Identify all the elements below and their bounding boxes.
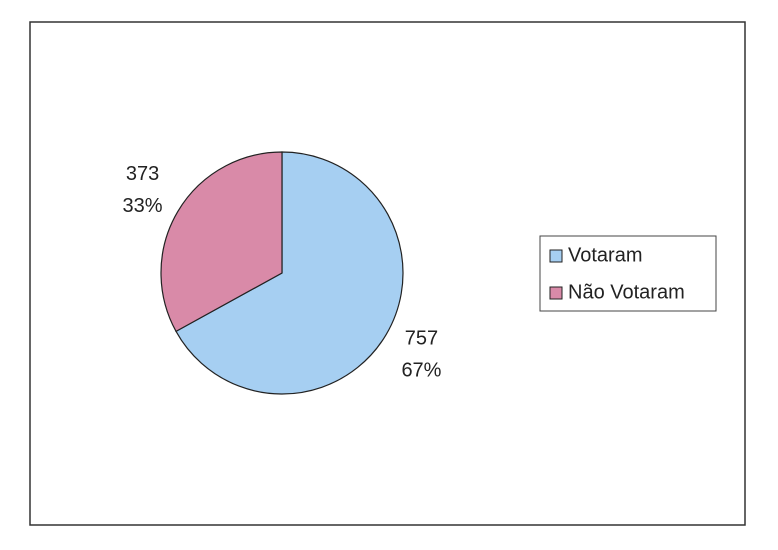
pie-slice [175, 151, 404, 395]
percent-label: 33% [123, 195, 163, 217]
legend-swatch [549, 286, 563, 300]
legend-label: Não Votaram [568, 281, 685, 303]
value-label: 373 [126, 163, 159, 185]
legend-label: Votaram [568, 244, 642, 266]
pie-slice [160, 151, 283, 333]
legend-box [539, 235, 717, 312]
value-label: 757 [405, 328, 438, 350]
percent-label: 67% [401, 360, 441, 382]
legend-swatch [549, 249, 563, 263]
